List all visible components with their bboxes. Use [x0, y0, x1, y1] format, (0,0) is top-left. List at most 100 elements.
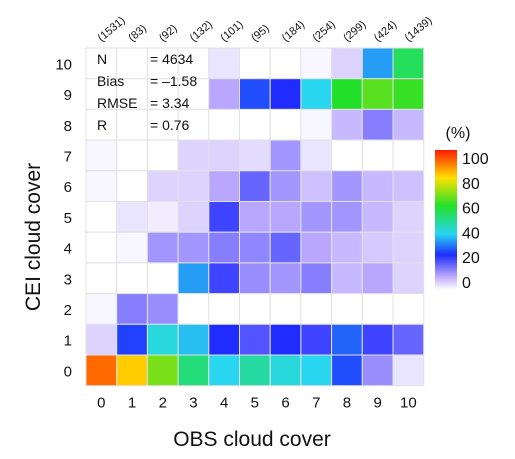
heatmap-cell — [361, 293, 394, 325]
heatmap-cell — [177, 139, 210, 172]
column-count-label: (1531) — [96, 15, 128, 45]
heatmap-cell — [269, 108, 302, 141]
heatmap-cell — [300, 293, 333, 325]
heatmap-cell — [208, 78, 241, 110]
heatmap-cell — [331, 293, 363, 325]
heatmap-cell — [239, 231, 271, 264]
heatmap-cell — [116, 47, 148, 80]
column-count-label: (184) — [280, 19, 307, 45]
x-tick-label: 3 — [189, 395, 197, 412]
y-tick-label: 7 — [64, 148, 72, 165]
heatmap-cell — [116, 201, 148, 233]
heatmap-cell — [239, 354, 271, 387]
heatmap-cell — [239, 108, 271, 141]
heatmap-cell — [300, 139, 333, 172]
heatmap-cell — [300, 47, 333, 80]
heatmap-cell — [146, 354, 179, 387]
stat-label: N — [97, 51, 107, 67]
heatmap-cell — [208, 108, 241, 141]
heatmap-cell — [146, 78, 179, 110]
heatmap-cell — [239, 262, 271, 295]
stat-label: Bias — [97, 73, 124, 89]
y-tick-label: 5 — [64, 210, 72, 227]
heatmap-cell — [116, 262, 148, 295]
heatmap-cell — [208, 47, 241, 80]
heatmap-cell — [269, 262, 302, 295]
heatmap-cell — [269, 139, 302, 172]
stat-value: = 3.34 — [150, 95, 190, 111]
heatmap-cell — [331, 139, 363, 172]
column-count-label: (254) — [310, 19, 337, 45]
x-axis-title: OBS cloud cover — [173, 428, 331, 451]
heatmap-cell — [239, 139, 271, 172]
y-tick-label: 8 — [64, 118, 72, 135]
heatmap-cell — [85, 78, 118, 110]
heatmap-cell — [269, 354, 302, 387]
x-tick-label: 10 — [400, 395, 417, 412]
heatmap-cell — [116, 354, 148, 387]
heatmap-cell — [146, 139, 179, 172]
heatmap-cell — [208, 262, 241, 295]
heatmap-cell — [239, 323, 271, 356]
colorbar-tick-label: 0 — [462, 275, 471, 292]
heatmap-cell — [208, 323, 241, 356]
column-count-label: (95) — [249, 23, 272, 45]
heatmap-cell — [239, 170, 271, 203]
y-tick-label: 4 — [64, 241, 72, 258]
heatmap-cell — [392, 139, 425, 172]
heatmap-cell — [331, 47, 363, 80]
y-tick-label: 2 — [64, 302, 72, 319]
heatmap-cell — [208, 201, 241, 233]
heatmap-cell — [269, 170, 302, 203]
y-tick-label: 9 — [64, 87, 72, 104]
heatmap-cell — [269, 201, 302, 233]
heatmap-cell — [146, 293, 179, 325]
heatmap-cell — [116, 108, 148, 141]
heatmap-cell — [300, 354, 333, 387]
heatmap-cell — [392, 262, 425, 295]
heatmap-cell — [361, 108, 394, 141]
heatmap-cell — [85, 47, 118, 80]
heatmap-cell — [146, 262, 179, 295]
y-tick-label: 6 — [64, 179, 72, 196]
x-tick-label: 6 — [281, 395, 289, 412]
heatmap-cell — [85, 170, 118, 203]
heatmap-cell — [392, 170, 425, 203]
heatmap-cell — [361, 170, 394, 203]
heatmap-cell — [331, 231, 363, 264]
heatmap-cell — [392, 293, 425, 325]
x-tick-label: 0 — [97, 395, 105, 412]
y-tick-label: 0 — [64, 363, 72, 380]
colorbar — [435, 150, 457, 290]
column-count-label: (83) — [126, 23, 149, 45]
heatmap-cell — [146, 201, 179, 233]
heatmap-cell — [361, 78, 394, 110]
x-tick-label: 9 — [373, 395, 381, 412]
heatmap-cell — [331, 262, 363, 295]
heatmap-cell — [177, 323, 210, 356]
heatmap-cell — [85, 323, 118, 356]
heatmap-cell — [146, 323, 179, 356]
heatmap-cell — [331, 201, 363, 233]
stat-label: RMSE — [97, 95, 137, 111]
stat-label: R — [97, 117, 107, 133]
heatmap-cell — [361, 47, 394, 80]
heatmap-cell — [177, 201, 210, 233]
heatmap-cell — [300, 201, 333, 233]
y-tick-label: 3 — [64, 271, 72, 288]
heatmap-cell — [177, 354, 210, 387]
heatmap-cell — [208, 170, 241, 203]
x-tick-label: 8 — [343, 395, 351, 412]
heatmap-cell — [269, 47, 302, 80]
statistics-annotation: N = 4634 Bias = –1.58 RMSE = 3.34 R = 0.76 — [97, 51, 197, 133]
heatmap-cell — [331, 170, 363, 203]
heatmap-cell — [85, 231, 118, 264]
heatmap-cell — [177, 231, 210, 264]
colorbar-tick-label: 80 — [462, 176, 480, 193]
heatmap-cell — [239, 47, 271, 80]
heatmap-cell — [300, 231, 333, 264]
colorbar-title: (%) — [446, 125, 471, 142]
heatmap-cell — [116, 323, 148, 356]
heatmap-cell — [300, 108, 333, 141]
